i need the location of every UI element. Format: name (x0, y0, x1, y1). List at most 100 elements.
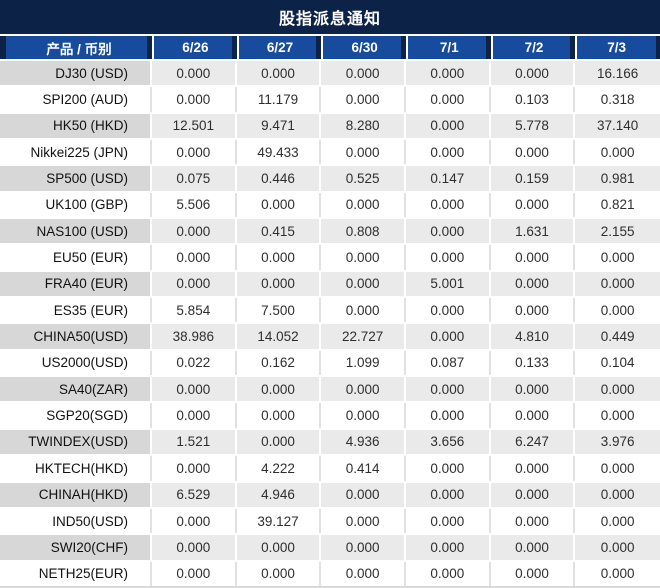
value-cell: 0.000 (321, 508, 406, 534)
value-cell: 12.501 (152, 113, 237, 139)
value-cell: 0.103 (490, 87, 576, 112)
product-cell: NAS100 (USD) (0, 219, 152, 244)
value-cell: 11.179 (236, 87, 322, 112)
value-cell: 4.810 (490, 324, 576, 349)
value-cell: 0.000 (321, 482, 406, 507)
value-cell: 0.000 (575, 482, 660, 507)
value-cell: 7.500 (236, 298, 322, 323)
product-cell: NETH25(EUR) (0, 561, 152, 586)
table-row: US2000(USD) 0.022 0.162 1.099 0.087 0.133 0.1… (0, 350, 660, 378)
value-cell: 0.000 (152, 456, 237, 481)
value-cell: 39.127 (236, 508, 322, 534)
value-cell: 0.000 (405, 535, 491, 560)
table-row: EU50 (EUR) 0.000 0.000 0.000 0.000 0.000 0.00… (0, 245, 660, 272)
product-cell: EU50 (EUR) (0, 245, 152, 270)
value-cell: 0.000 (152, 61, 237, 86)
value-cell: 0.808 (321, 219, 406, 244)
value-cell: 0.000 (405, 324, 491, 349)
value-cell: 22.727 (321, 324, 406, 349)
value-cell: 0.000 (575, 508, 660, 534)
value-cell: 0.000 (405, 561, 491, 586)
value-cell: 0.133 (490, 350, 576, 376)
value-cell: 1.099 (321, 350, 406, 376)
value-cell: 0.000 (152, 403, 237, 428)
date-header-6-27: 6/27 (236, 36, 322, 59)
value-cell: 0.000 (152, 271, 237, 297)
table-row: NETH25(EUR) 0.000 0.000 0.000 0.000 0.000 0.0… (0, 561, 660, 588)
value-cell: 4.936 (321, 429, 406, 455)
value-cell: 0.000 (321, 377, 406, 402)
value-cell: 5.854 (152, 298, 237, 323)
table-row: SGP20(SGD) 0.000 0.000 0.000 0.000 0.000 0.00… (0, 403, 660, 430)
value-cell: 0.000 (405, 377, 491, 402)
product-cell: HKTECH(HKD) (0, 456, 152, 481)
product-currency-header: 产品 / 币别 (0, 36, 152, 59)
value-cell: 0.000 (405, 245, 491, 270)
product-cell: SWI20(CHF) (0, 535, 152, 560)
value-cell: 0.000 (405, 219, 491, 244)
value-cell: 0.000 (490, 508, 576, 534)
value-cell: 5.778 (490, 113, 576, 139)
date-header-6-26: 6/26 (152, 36, 237, 59)
value-cell: 0.000 (321, 535, 406, 560)
product-cell: Nikkei225 (JPN) (0, 140, 152, 165)
value-cell: 0.000 (405, 403, 491, 428)
table-row: IND50(USD) 0.000 39.127 0.000 0.000 0.000 0.0… (0, 508, 660, 536)
value-cell: 0.000 (236, 429, 322, 455)
value-cell: 0.821 (575, 192, 660, 218)
value-cell: 0.000 (152, 140, 237, 165)
value-cell: 0.981 (575, 166, 660, 191)
date-header-7-3: 7/3 (575, 36, 660, 59)
product-cell: CHINAH(HKD) (0, 482, 152, 507)
value-cell: 0.000 (405, 192, 491, 218)
table-row: FRA40 (EUR) 0.000 0.000 0.000 5.001 0.000 0.0… (0, 271, 660, 299)
value-cell: 0.000 (321, 61, 406, 86)
value-cell: 0.525 (321, 166, 406, 191)
table-row: NAS100 (USD) 0.000 0.415 0.808 0.000 1.631 2.… (0, 219, 660, 246)
value-cell: 0.000 (490, 61, 576, 86)
value-cell: 5.506 (152, 192, 237, 218)
table-row: HKTECH(HKD) 0.000 4.222 0.414 0.000 0.000 0.0… (0, 456, 660, 483)
value-cell: 0.000 (405, 456, 491, 481)
table-header-row: 产品 / 币别 6/26 6/27 6/30 7/1 7/2 7/3 (0, 34, 660, 61)
product-cell: US2000(USD) (0, 350, 152, 376)
product-cell: CHINA50(USD) (0, 324, 152, 349)
value-cell: 0.000 (236, 245, 322, 270)
value-cell: 0.000 (575, 535, 660, 560)
value-cell: 0.159 (490, 166, 576, 191)
value-cell: 0.414 (321, 456, 406, 481)
table-row: SP500 (USD) 0.075 0.446 0.525 0.147 0.159 0.9… (0, 166, 660, 193)
value-cell: 0.000 (490, 271, 576, 297)
table-row: HK50 (HKD) 12.501 9.471 8.280 0.000 5.778 37.… (0, 113, 660, 141)
value-cell: 3.656 (405, 429, 491, 455)
product-cell: HK50 (HKD) (0, 113, 152, 139)
product-cell: TWINDEX(USD) (0, 429, 152, 455)
product-cell: IND50(USD) (0, 508, 152, 534)
value-cell: 0.087 (405, 350, 491, 376)
value-cell: 49.433 (236, 140, 322, 165)
value-cell: 38.986 (152, 324, 237, 349)
value-cell: 0.000 (490, 192, 576, 218)
value-cell: 0.000 (575, 298, 660, 323)
value-cell: 0.000 (490, 561, 576, 586)
value-cell: 0.000 (152, 377, 237, 402)
value-cell: 0.000 (152, 535, 237, 560)
value-cell: 0.000 (405, 482, 491, 507)
value-cell: 0.000 (575, 456, 660, 481)
value-cell: 0.446 (236, 166, 322, 191)
value-cell: 4.222 (236, 456, 322, 481)
product-cell: FRA40 (EUR) (0, 271, 152, 297)
value-cell: 0.000 (575, 403, 660, 428)
value-cell: 0.000 (575, 140, 660, 165)
table-row: SA40(ZAR) 0.000 0.000 0.000 0.000 0.000 0.000 (0, 377, 660, 404)
value-cell: 0.000 (321, 561, 406, 586)
value-cell: 0.000 (490, 482, 576, 507)
date-header-7-2: 7/2 (490, 36, 576, 59)
value-cell: 6.247 (490, 429, 576, 455)
value-cell: 0.022 (152, 350, 237, 376)
value-cell: 0.000 (152, 87, 237, 112)
value-cell: 0.000 (236, 403, 322, 428)
value-cell: 0.162 (236, 350, 322, 376)
value-cell: 0.000 (152, 219, 237, 244)
